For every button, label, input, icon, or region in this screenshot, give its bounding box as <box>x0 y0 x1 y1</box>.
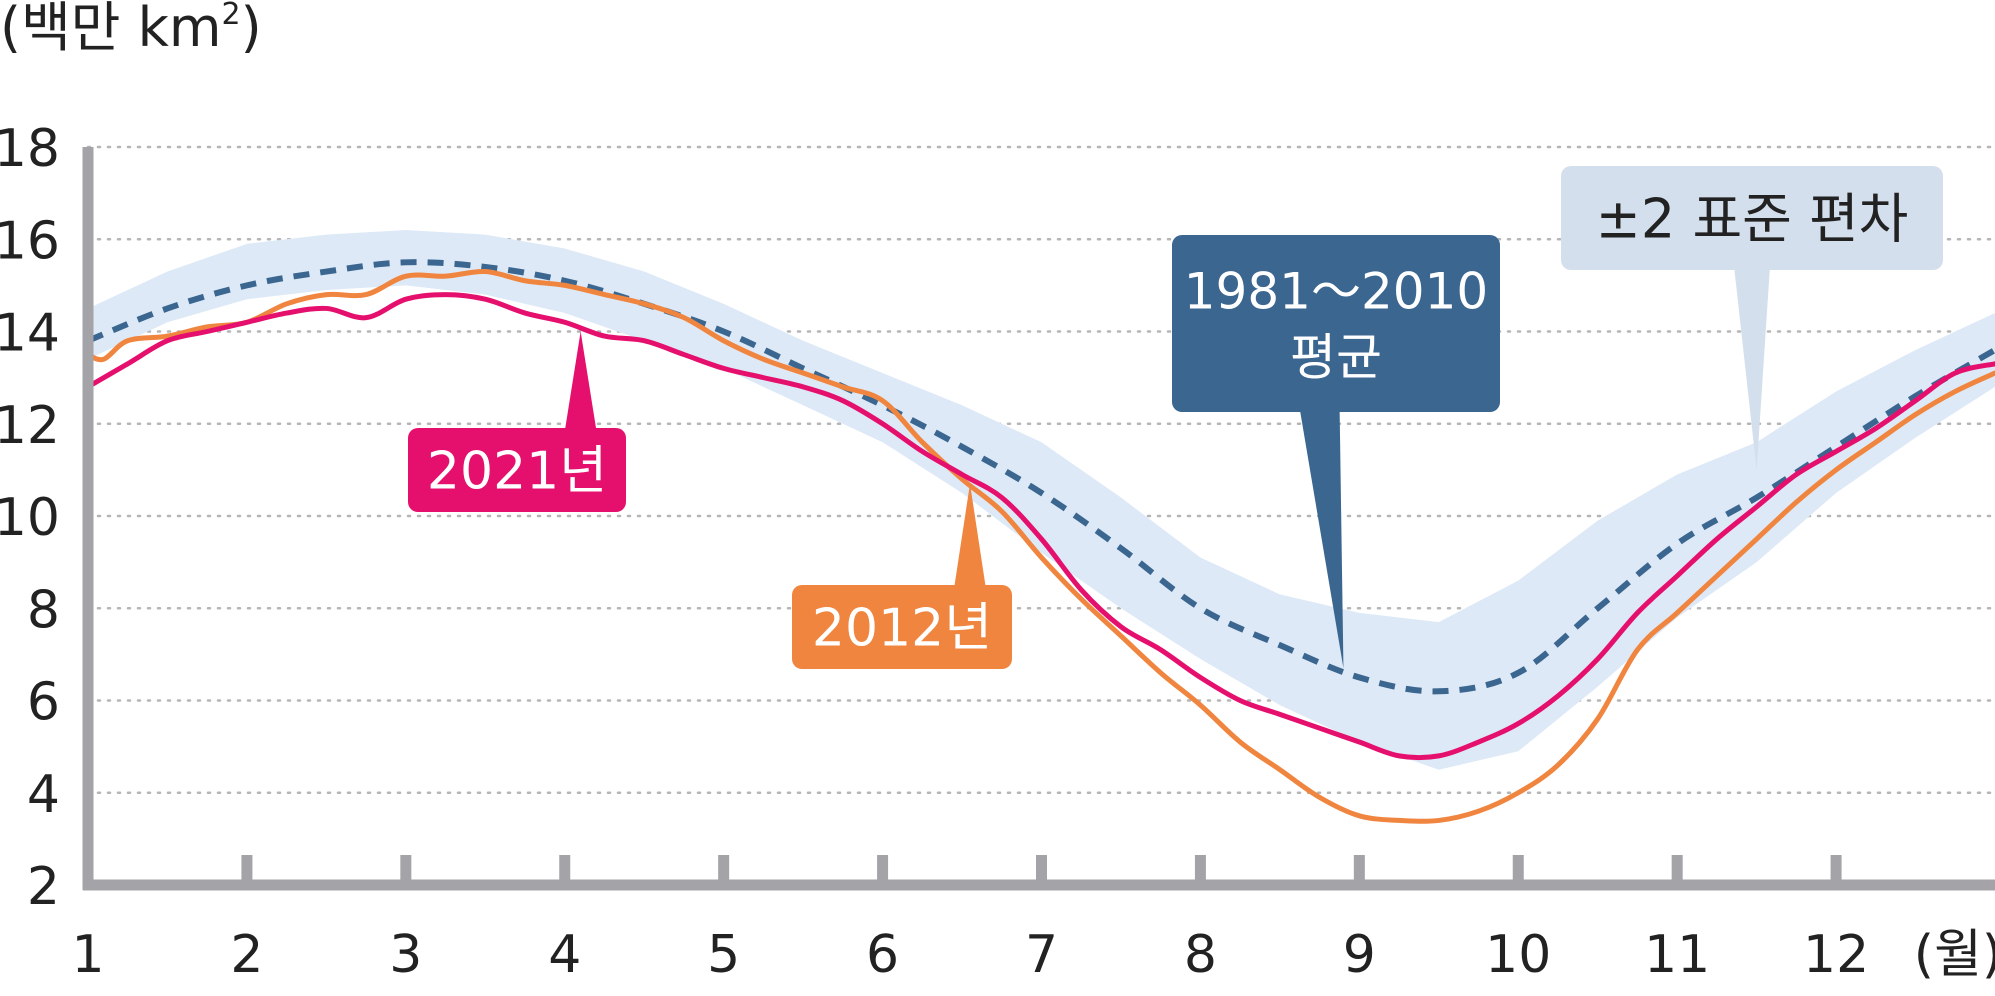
x-tick-label-2: 2 <box>230 925 263 985</box>
x-tick-label-5: 5 <box>707 925 740 985</box>
callout-std-deviation-pointer <box>1734 266 1770 470</box>
callout-average-box <box>1172 235 1500 412</box>
callout-2012-box <box>792 585 1012 669</box>
callout-std-deviation: ±2 표준 편차 <box>1561 166 1943 470</box>
y-tick-label-12: 12 <box>0 396 60 456</box>
x-tick-label-6: 6 <box>866 925 899 985</box>
std-band-layer <box>88 230 1995 770</box>
x-tick-label-7: 7 <box>1025 925 1058 985</box>
y-tick-label-18: 18 <box>0 119 60 179</box>
series-layer <box>85 259 1995 824</box>
x-tick-label-12: 12 <box>1803 925 1869 985</box>
x-tick-label-11: 11 <box>1644 925 1710 985</box>
y-axis-unit-label: (백만 km2) <box>0 0 262 55</box>
callout-2012: 2012년 <box>792 483 1012 669</box>
callout-2021-text-1: 2021년 <box>427 442 607 502</box>
y-tick-label-2: 2 <box>27 857 60 917</box>
y-tick-label-14: 14 <box>0 304 60 364</box>
y-tick-label-10: 10 <box>0 488 60 548</box>
y-axis-unit-text: (백만 km <box>0 0 222 59</box>
y-axis-unit-superscript: 2 <box>221 0 241 32</box>
callout-2021-pointer <box>564 331 597 432</box>
callout-std-deviation-box <box>1561 166 1943 270</box>
callout-2021: 2021년 <box>408 331 626 512</box>
callout-2012-pointer <box>953 483 986 589</box>
callout-std-deviation-text-1: ±2 표준 편차 <box>1596 187 1909 250</box>
series-line-1981-2010-average <box>86 259 1995 695</box>
x-tick-label-10: 10 <box>1485 925 1551 985</box>
series-line-2021 <box>85 292 1995 761</box>
std-deviation-band <box>88 230 1995 770</box>
series-line-2012 <box>85 268 1995 824</box>
y-tick-label-8: 8 <box>27 580 60 640</box>
y-axis-unit-close: ) <box>240 0 262 59</box>
callout-average-pointer <box>1299 408 1344 669</box>
x-axis-unit-label: (월) <box>1914 925 1995 985</box>
callout-average-text-2: 평균 <box>1290 329 1382 387</box>
callout-average: 1981～2010 평균 <box>1172 235 1500 669</box>
x-tick-label-8: 8 <box>1184 925 1217 985</box>
callouts: 2021년 2012년 1981～2010 평균 ±2 표준 편차 <box>408 166 1943 669</box>
x-tick-label-1: 1 <box>71 925 104 985</box>
y-tick-label-6: 6 <box>27 673 60 733</box>
x-tick-label-9: 9 <box>1343 925 1376 985</box>
callout-2021-box <box>408 428 626 512</box>
y-tick-label-16: 16 <box>0 211 60 271</box>
y-tick-label-4: 4 <box>27 765 60 825</box>
x-tick-label-4: 4 <box>548 925 581 985</box>
x-tick-label-3: 3 <box>389 925 422 985</box>
callout-average-text-1: 1981～2010 <box>1184 263 1489 321</box>
callout-2012-text-1: 2012년 <box>812 599 992 659</box>
